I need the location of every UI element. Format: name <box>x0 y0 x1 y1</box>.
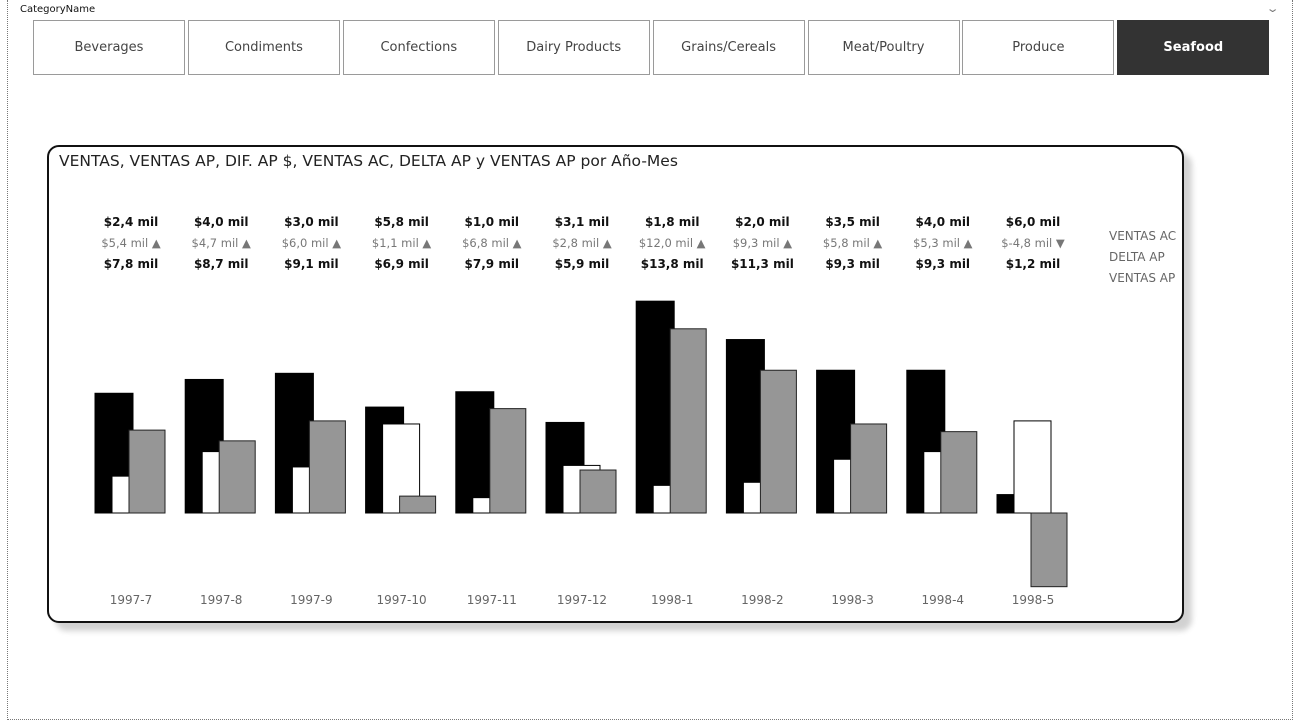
bar-ventas-ap-1998-4[interactable] <box>940 431 978 514</box>
data-label-bottom-1997-8: $8,7 mil <box>194 257 249 271</box>
bar-ventas-ap-1997-10[interactable] <box>399 495 437 514</box>
x-tick-label-1997-11: 1997-11 <box>467 593 517 607</box>
data-label-bottom-1998-4: $9,3 mil <box>916 257 971 271</box>
legend-item-ventas-ac[interactable]: VENTAS AC <box>1109 229 1176 243</box>
x-tick-label-1997-9: 1997-9 <box>290 593 333 607</box>
x-tick-label-1998-2: 1998-2 <box>741 593 784 607</box>
data-label-middle-1997-11: $6,8 mil ▲ <box>462 236 522 250</box>
x-tick-label-1997-12: 1997-12 <box>557 593 607 607</box>
data-label-bottom-1998-2: $11,3 mil <box>731 257 794 271</box>
data-label-top-1998-4: $4,0 mil <box>916 215 971 229</box>
bar-ventas-ap-1997-9[interactable] <box>308 420 346 514</box>
data-label-top-1997-11: $1,0 mil <box>465 215 520 229</box>
legend-item-delta-ap[interactable]: DELTA AP <box>1109 250 1165 264</box>
bar-ventas-ap-1998-5[interactable] <box>1030 512 1068 588</box>
slicer-tile-grains-cereals[interactable]: Grains/Cereals <box>652 20 805 75</box>
data-label-middle-1998-1: $12,0 mil ▲ <box>639 236 706 250</box>
data-label-bottom-1998-5: $1,2 mil <box>1006 257 1061 271</box>
chart-title: VENTAS, VENTAS AP, DIF. AP $, VENTAS AC,… <box>59 152 678 170</box>
data-label-middle-1998-2: $9,3 mil ▲ <box>733 236 793 250</box>
data-label-bottom-1997-12: $5,9 mil <box>555 257 610 271</box>
data-label-bottom-1998-1: $13,8 mil <box>641 257 704 271</box>
legend-item-ventas-ap[interactable]: VENTAS AP <box>1109 271 1175 285</box>
bar-ventas-ap-1998-3[interactable] <box>850 423 888 514</box>
data-label-top-1997-7: $2,4 mil <box>104 215 159 229</box>
data-label-top-1998-5: $6,0 mil <box>1006 215 1061 229</box>
bar-ventas-ap-1998-1[interactable] <box>669 328 707 514</box>
data-label-middle-1997-12: $2,8 mil ▲ <box>552 236 612 250</box>
chevron-down-icon[interactable]: ⌄ <box>1265 2 1280 15</box>
x-tick-label-1997-10: 1997-10 <box>377 593 427 607</box>
slicer-tile-meat-poultry[interactable]: Meat/Poultry <box>807 20 960 75</box>
bar-ventas-ap-1997-7[interactable] <box>128 429 166 514</box>
data-label-top-1998-3: $3,5 mil <box>825 215 880 229</box>
x-tick-label-1998-1: 1998-1 <box>651 593 694 607</box>
slicer-tile-produce[interactable]: Produce <box>962 20 1115 75</box>
chart-card <box>47 145 1184 623</box>
slicer-tile-confections[interactable]: Confections <box>342 20 495 75</box>
slicer-header: CategoryName <box>20 4 96 15</box>
slicer-tile-dairy-products[interactable]: Dairy Products <box>497 20 650 75</box>
bar-ventas-ap-1997-12[interactable] <box>579 469 617 514</box>
category-slicer: Beverages Condiments Confections Dairy Prod… <box>33 20 1270 76</box>
bar-ventas-ac-1997-11[interactable] <box>455 391 495 514</box>
x-tick-label-1997-8: 1997-8 <box>200 593 243 607</box>
data-label-middle-1997-9: $6,0 mil ▲ <box>282 236 342 250</box>
x-tick-label-1998-5: 1998-5 <box>1012 593 1055 607</box>
bar-ventas-ap-1997-8[interactable] <box>218 440 256 514</box>
data-label-top-1997-9: $3,0 mil <box>284 215 339 229</box>
bar-delta-ap-1998-5[interactable] <box>1013 420 1052 514</box>
x-tick-label-1998-4: 1998-4 <box>922 593 965 607</box>
data-label-middle-1998-5: $-4,8 mil ▼ <box>1001 236 1065 250</box>
data-label-middle-1998-4: $5,3 mil ▲ <box>913 236 973 250</box>
data-label-middle-1998-3: $5,8 mil ▲ <box>823 236 883 250</box>
data-label-bottom-1997-11: $7,9 mil <box>465 257 520 271</box>
data-label-top-1998-2: $2,0 mil <box>735 215 790 229</box>
bar-ventas-ac-1998-1[interactable] <box>635 300 675 514</box>
bar-ventas-ap-1998-2[interactable] <box>759 369 797 514</box>
x-tick-label-1998-3: 1998-3 <box>831 593 874 607</box>
slicer-tile-seafood[interactable]: Seafood <box>1117 20 1270 75</box>
data-label-middle-1997-7: $5,4 mil ▲ <box>101 236 161 250</box>
data-label-bottom-1997-7: $7,8 mil <box>104 257 159 271</box>
data-label-middle-1997-8: $4,7 mil ▲ <box>192 236 252 250</box>
data-label-top-1997-8: $4,0 mil <box>194 215 249 229</box>
bar-ventas-ap-1997-11[interactable] <box>489 408 527 514</box>
data-label-top-1997-10: $5,8 mil <box>374 215 429 229</box>
slicer-tile-beverages[interactable]: Beverages <box>33 20 185 75</box>
data-label-top-1998-1: $1,8 mil <box>645 215 700 229</box>
slicer-tile-condiments[interactable]: Condiments <box>187 20 340 75</box>
data-label-bottom-1997-10: $6,9 mil <box>374 257 429 271</box>
x-tick-label-1997-7: 1997-7 <box>110 593 153 607</box>
data-label-top-1997-12: $3,1 mil <box>555 215 610 229</box>
data-label-bottom-1998-3: $9,3 mil <box>825 257 880 271</box>
data-label-middle-1997-10: $1,1 mil ▲ <box>372 236 432 250</box>
report-canvas <box>7 0 1293 720</box>
data-label-bottom-1997-9: $9,1 mil <box>284 257 339 271</box>
